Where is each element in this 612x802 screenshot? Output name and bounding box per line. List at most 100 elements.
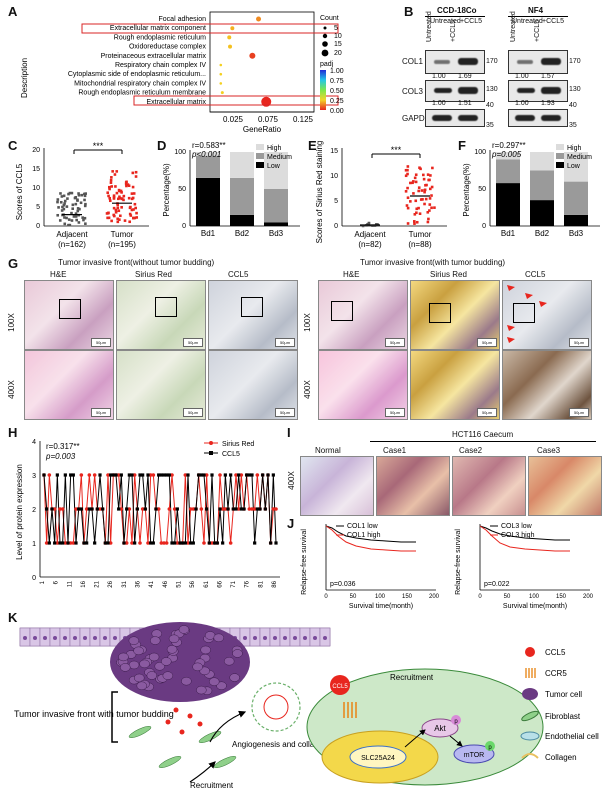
- j-xtick: 0: [478, 594, 482, 600]
- data-point: [122, 198, 125, 202]
- point-sirius-red: [228, 541, 233, 545]
- point-ccl5: [90, 507, 94, 511]
- data-point: [68, 191, 72, 195]
- c-group: Tumor: [111, 230, 134, 239]
- bar-segment-medium: [230, 177, 254, 215]
- point-ccl5: [231, 507, 235, 511]
- data-point: [414, 173, 418, 177]
- point-sirius-red: [236, 507, 241, 511]
- data-point: [128, 206, 132, 210]
- data-point: [373, 224, 377, 227]
- data-point: [409, 200, 412, 203]
- tumor-cell: [213, 633, 225, 643]
- point-ccl5: [55, 473, 59, 477]
- point-ccl5: [69, 473, 73, 477]
- data-point: [109, 178, 113, 182]
- k-mtor: mTOR: [464, 752, 484, 759]
- go-term-dot: [219, 63, 223, 67]
- b-quant: 1.93: [541, 100, 555, 107]
- data-point: [422, 177, 426, 181]
- j-xtick: 100: [375, 594, 386, 600]
- data-point: [59, 200, 63, 204]
- data-point: [73, 196, 77, 200]
- point-ccl5: [141, 473, 145, 477]
- point-sirius-red: [167, 507, 172, 511]
- data-point: [107, 194, 110, 198]
- tumor-cell: [168, 634, 180, 644]
- point-ccl5: [274, 541, 278, 545]
- p-value: p<0.001: [191, 150, 221, 159]
- data-point: [130, 192, 134, 195]
- data-point: [406, 222, 410, 225]
- k-front-label: Tumor invasive front with tumor budding: [14, 709, 174, 719]
- data-point: [133, 216, 137, 220]
- data-point: [84, 202, 87, 206]
- k-recruitment-2: Recruitment: [190, 781, 234, 790]
- k-legend-ccl5: CCL5: [545, 648, 566, 657]
- b-quant: 1.00: [432, 73, 446, 80]
- x-tick-label: 71: [231, 580, 237, 587]
- data-point: [406, 165, 410, 168]
- bar-segment-medium: [564, 181, 588, 215]
- data-point: [80, 193, 84, 197]
- a-ylabel: Description: [20, 58, 29, 98]
- bar-segment-medium: [530, 170, 554, 201]
- panel-label-b: B: [404, 4, 414, 19]
- data-point: [116, 203, 120, 207]
- point-ccl5: [271, 473, 275, 477]
- x-tick-label: 51: [176, 580, 182, 587]
- epithelial-nucleus: [103, 636, 107, 640]
- c-ytick: 0: [36, 223, 40, 230]
- data-point: [430, 185, 434, 189]
- point-ccl5: [154, 507, 158, 511]
- tumor-cell: [161, 657, 172, 666]
- point-ccl5: [119, 473, 123, 477]
- i-col: Case2: [459, 446, 483, 455]
- epithelial-nucleus: [253, 636, 257, 640]
- x-tick-label: 26: [108, 580, 114, 587]
- point-sirius-red: [146, 541, 150, 545]
- x-tick-label: 66: [217, 580, 223, 587]
- data-point: [119, 214, 122, 218]
- go-term-dot: [228, 44, 233, 49]
- point-ccl5: [98, 473, 102, 477]
- data-point: [134, 206, 137, 210]
- c-ylabel: Scores of CCL5: [15, 163, 24, 220]
- tumor-cell: [149, 636, 161, 645]
- point-sirius-red: [156, 507, 161, 511]
- bar-segment-medium: [196, 155, 220, 178]
- data-point: [428, 209, 431, 212]
- data-point: [122, 194, 126, 198]
- data-point: [417, 186, 421, 189]
- a-xtick: 0.025: [223, 115, 244, 124]
- point-sirius-red: [250, 507, 254, 511]
- point-ccl5: [199, 473, 203, 477]
- data-point: [84, 222, 87, 226]
- data-point: [131, 171, 135, 175]
- point-ccl5: [173, 541, 177, 545]
- point-sirius-red: [210, 541, 214, 545]
- point-sirius-red: [74, 507, 78, 511]
- j-legend: COL3 low: [501, 523, 533, 530]
- y-axis-label: Percentage(%): [462, 163, 471, 217]
- point-ccl5: [181, 541, 185, 545]
- point-ccl5: [205, 507, 209, 511]
- data-point: [63, 222, 67, 226]
- data-point: [74, 202, 78, 206]
- x-tick-label: 11: [67, 580, 73, 587]
- data-point: [419, 198, 423, 201]
- legend-label: High: [267, 145, 282, 152]
- go-term-dot: [219, 82, 223, 85]
- tumor-cell: [181, 676, 192, 686]
- b-mw: 130: [569, 86, 581, 93]
- data-point: [61, 205, 64, 209]
- point-sirius-red: [188, 507, 193, 511]
- data-point: [424, 197, 428, 201]
- point-sirius-red: [148, 473, 153, 477]
- j-km-col1: Relapse-free survival COL1 low COL1 high…: [301, 523, 440, 610]
- padj-05: 0.50: [330, 88, 344, 95]
- j-xlabel: Survival time(month): [503, 603, 567, 610]
- point-ccl5: [197, 473, 201, 477]
- data-point: [132, 192, 136, 195]
- point-ccl5: [151, 541, 155, 545]
